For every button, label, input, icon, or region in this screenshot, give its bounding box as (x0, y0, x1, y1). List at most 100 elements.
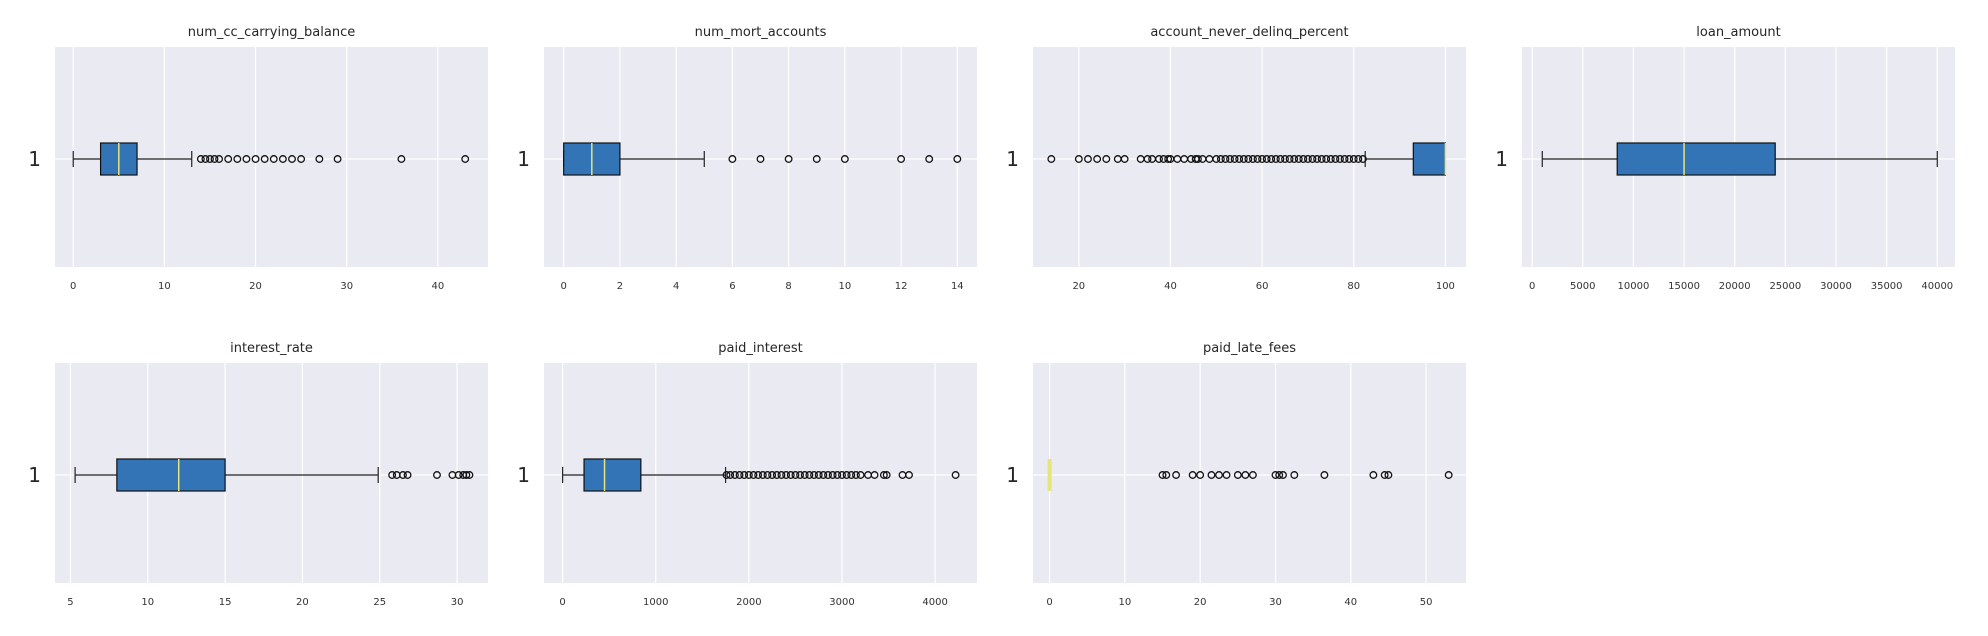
x-tick-label: 80 (1347, 281, 1360, 292)
outlier-point (1248, 471, 1257, 479)
outlier-point (1285, 155, 1294, 163)
x-tick-label: 5 (67, 597, 73, 608)
chart-title: paid_late_fees (1202, 341, 1297, 356)
x-tick-label: 30 (451, 597, 464, 608)
x-tick-label: 20 (296, 597, 309, 608)
outlier-point (215, 155, 224, 163)
outlier-point (1308, 155, 1317, 163)
outlier-point (260, 155, 269, 163)
x-tick-label: 10 (1119, 597, 1132, 608)
x-tick-label: 12 (895, 281, 908, 292)
outlier-point (726, 471, 735, 479)
x-tick-label: 15000 (1668, 281, 1700, 292)
outlier-point (233, 155, 242, 163)
outlier-point (201, 155, 210, 163)
outlier-point (278, 155, 287, 163)
y-tick-label: 1 (517, 147, 530, 171)
x-tick-label: 0 (559, 597, 565, 608)
outlier-point (1235, 155, 1244, 163)
outlier-point (735, 471, 744, 479)
outlier-point (398, 471, 407, 479)
boxplot-svg: 0 10 20 30 40 1 (28, 47, 488, 292)
outlier-point (756, 155, 765, 163)
x-tick-label: 40 (1164, 281, 1177, 292)
outlier-point (828, 471, 837, 479)
y-tick-label: 1 (517, 463, 530, 487)
outlier-point (768, 471, 777, 479)
outlier-point (1207, 471, 1216, 479)
outlier-point (1158, 471, 1167, 479)
outlier-point (288, 155, 296, 163)
outlier-point (1239, 155, 1248, 163)
outlier-point (953, 155, 962, 163)
x-tick-label: 40 (431, 281, 444, 292)
outlier-point (269, 155, 278, 163)
y-tick-label: 1 (1006, 147, 1019, 171)
x-tick-label: 40000 (1921, 281, 1953, 292)
x-tick-label: 2 (617, 281, 623, 292)
chart-title: num_mort_accounts (694, 25, 827, 40)
x-tick-label: 10 (141, 597, 154, 608)
outlier-point (1221, 155, 1230, 163)
x-tick-label: 50 (1420, 597, 1433, 608)
outlier-point (1290, 471, 1299, 479)
outlier-point (1358, 155, 1367, 163)
outlier-point (1299, 155, 1308, 163)
outlier-point (812, 155, 821, 163)
x-tick-label: 3000 (829, 597, 854, 608)
chart-title: loan_amount (1696, 25, 1781, 40)
x-tick-label: 0 (1529, 281, 1535, 292)
outlier-point (1162, 471, 1171, 479)
outlier-point (754, 471, 763, 479)
outlier-point (728, 155, 737, 163)
outlier-point (1253, 155, 1262, 163)
outlier-point (925, 155, 934, 163)
outlier-point (1164, 155, 1173, 163)
x-tick-label: 15 (219, 597, 232, 608)
outlier-point (897, 155, 906, 163)
iqr-box (583, 458, 642, 492)
outlier-point (1320, 471, 1329, 479)
boxplot-panel: loan_amount 0 5000 10000 15000 20000 25000 3000… (1495, 25, 1955, 292)
outlier-point (879, 471, 888, 479)
iqr-box (1616, 142, 1776, 176)
chart-title: account_never_delinq_percent (1150, 25, 1349, 40)
outlier-point (847, 471, 856, 479)
outlier-point (461, 155, 470, 163)
boxplot-svg: 0 10 20 30 40 50 1 (1006, 363, 1466, 608)
outlier-point (1047, 155, 1056, 163)
x-tick-label: 2000 (736, 597, 761, 608)
x-tick-label: 25 (373, 597, 386, 608)
outlier-point (1258, 155, 1267, 163)
x-tick-label: 14 (951, 281, 964, 292)
outlier-point (840, 155, 849, 163)
outlier-point (1326, 155, 1335, 163)
outlier-point (1349, 155, 1358, 163)
outlier-point (800, 471, 809, 479)
x-tick-label: 20 (1194, 597, 1207, 608)
outlier-point (1222, 471, 1231, 479)
x-tick-label: 60 (1256, 281, 1269, 292)
x-tick-label: 0 (1046, 597, 1052, 608)
outlier-point (758, 471, 767, 479)
x-tick-label: 4 (673, 281, 679, 292)
outlier-point (870, 471, 879, 479)
outlier-point (1194, 155, 1202, 163)
outlier-point (782, 471, 791, 479)
outlier-point (1143, 155, 1152, 163)
x-tick-label: 10 (158, 281, 171, 292)
outlier-point (740, 471, 749, 479)
outlier-point (1369, 471, 1378, 479)
boxplot-panel: paid_interest 0 1000 2000 3000 4000 1 (517, 341, 977, 608)
x-tick-label: 0 (70, 281, 76, 292)
x-tick-label: 10 (838, 281, 851, 292)
outlier-point (1244, 155, 1253, 163)
outlier-point (1275, 471, 1284, 479)
outlier-point (297, 155, 306, 163)
chart-title: num_cc_carrying_balance (187, 25, 356, 40)
boxplot-panel: interest_rate 5 10 15 20 25 30 1 (28, 341, 488, 608)
outlier-point (1155, 155, 1163, 163)
outlier-point (1279, 471, 1287, 479)
outlier-point (1267, 155, 1276, 163)
outlier-point (1340, 155, 1349, 163)
